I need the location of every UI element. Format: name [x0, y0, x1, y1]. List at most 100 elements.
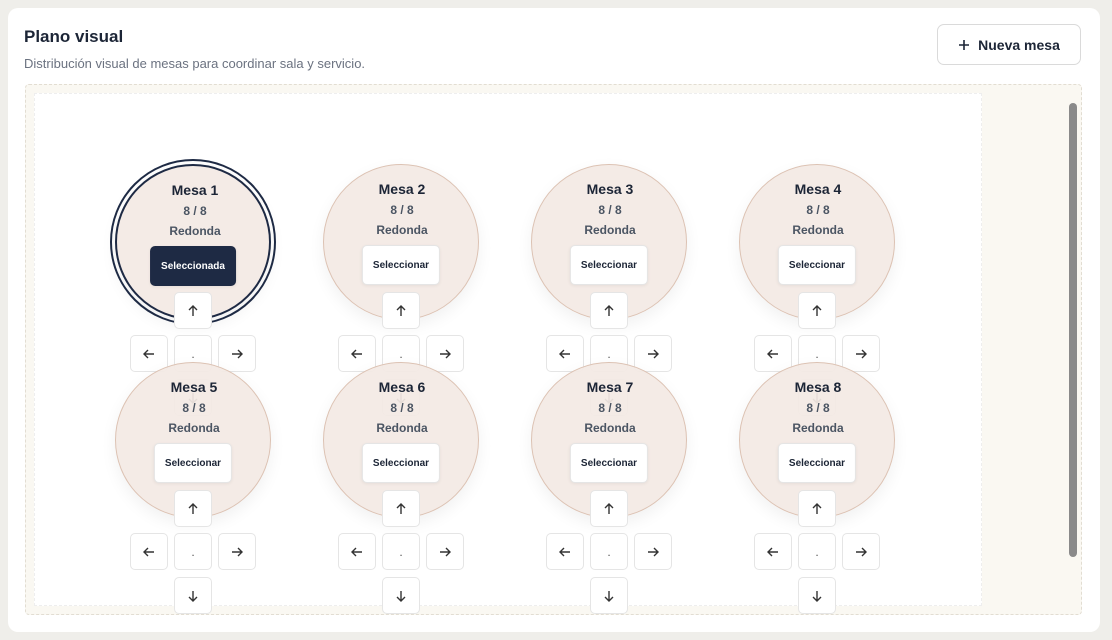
move-left[interactable] [546, 533, 584, 570]
move-down[interactable] [590, 577, 628, 614]
move-up[interactable] [590, 292, 628, 329]
arrow-icon [559, 547, 570, 556]
arrow-icon [648, 547, 659, 556]
select-button[interactable]: Seleccionar [361, 443, 441, 483]
new-table-label: Nueva mesa [978, 36, 1060, 53]
move-down[interactable] [382, 577, 420, 614]
arrow-icon [604, 304, 614, 316]
floor-canvas: Mesa 1 8 / 8 Redonda Seleccionada. Mesa 2 8 /… [25, 84, 1082, 615]
table-shape: Redonda [376, 223, 428, 237]
move-left[interactable] [338, 533, 376, 570]
arrow-icon [812, 590, 822, 602]
arrow-icon [648, 349, 659, 358]
table-seats: 8 / 8 [598, 401, 622, 415]
arrow-icon [188, 502, 198, 514]
select-button[interactable]: Seleccionar [569, 245, 649, 285]
move-up[interactable] [382, 292, 420, 329]
select-button[interactable]: Seleccionar [361, 245, 441, 285]
move-right[interactable] [842, 533, 880, 570]
move-right[interactable] [218, 335, 256, 372]
arrow-icon [767, 547, 778, 556]
move-up[interactable] [798, 490, 836, 527]
plus-icon [959, 39, 970, 50]
arrow-icon [604, 502, 614, 514]
table-seats: 8 / 8 [390, 203, 414, 217]
move-up[interactable] [382, 490, 420, 527]
move-right[interactable] [634, 335, 672, 372]
arrow-icon [812, 304, 822, 316]
move-up[interactable] [798, 292, 836, 329]
move-left[interactable] [754, 335, 792, 372]
table-seats: 8 / 8 [390, 401, 414, 415]
move-down[interactable] [798, 577, 836, 614]
move-center[interactable]: . [174, 533, 212, 570]
move-center[interactable]: . [382, 533, 420, 570]
table-seats: 8 / 8 [183, 204, 207, 218]
move-up[interactable] [174, 292, 212, 329]
move-right[interactable] [842, 335, 880, 372]
arrow-icon [396, 590, 406, 602]
table-shape: Redonda [792, 421, 844, 435]
move-left[interactable] [338, 335, 376, 372]
arrow-icon [856, 547, 867, 556]
table-shape: Redonda [168, 421, 220, 435]
arrow-icon [143, 349, 154, 358]
move-up[interactable] [590, 490, 628, 527]
table-circle: Mesa 7 8 / 8 Redonda Seleccionar [531, 362, 687, 518]
table-shape: Redonda [376, 421, 428, 435]
card-subtitle: Distribución visual de mesas para coordi… [24, 56, 366, 71]
arrow-icon [396, 304, 406, 316]
arrow-icon [767, 349, 778, 358]
table-name: Mesa 5 [170, 379, 218, 395]
arrow-icon [351, 349, 362, 358]
move-left[interactable] [754, 533, 792, 570]
arrow-icon [440, 547, 451, 556]
table-name: Mesa 3 [586, 181, 634, 197]
arrow-icon [188, 590, 198, 602]
arrow-icon [396, 502, 406, 514]
move-right[interactable] [634, 533, 672, 570]
arrow-icon [559, 349, 570, 358]
table-name: Mesa 6 [378, 379, 426, 395]
arrow-icon [604, 590, 614, 602]
new-table-button[interactable]: Nueva mesa [937, 24, 1081, 65]
table-seats: 8 / 8 [182, 401, 206, 415]
arrow-icon [232, 349, 243, 358]
arrow-icon [143, 547, 154, 556]
arrow-icon [440, 349, 451, 358]
move-left[interactable] [130, 335, 168, 372]
move-center[interactable]: . [590, 533, 628, 570]
move-left[interactable] [130, 533, 168, 570]
table-name: Mesa 8 [794, 379, 842, 395]
table-name: Mesa 2 [378, 181, 426, 197]
select-button[interactable]: Seleccionar [569, 443, 649, 483]
table-seats: 8 / 8 [806, 203, 830, 217]
table-seats: 8 / 8 [806, 401, 830, 415]
table-shape: Redonda [792, 223, 844, 237]
move-right[interactable] [218, 533, 256, 570]
move-right[interactable] [426, 533, 464, 570]
select-button[interactable]: Seleccionada [150, 246, 236, 286]
move-left[interactable] [546, 335, 584, 372]
select-button[interactable]: Seleccionar [777, 245, 857, 285]
table-shape: Redonda [169, 224, 221, 238]
table-seats: 8 / 8 [598, 203, 622, 217]
select-button[interactable]: Seleccionar [777, 443, 857, 483]
arrow-icon [232, 547, 243, 556]
move-down[interactable] [174, 577, 212, 614]
select-button[interactable]: Seleccionar [153, 443, 233, 483]
table-shape: Redonda [584, 223, 636, 237]
table-name: Mesa 4 [794, 181, 842, 197]
move-right[interactable] [426, 335, 464, 372]
scrollbar[interactable] [1069, 103, 1077, 557]
table-name: Mesa 7 [586, 379, 634, 395]
move-center[interactable]: . [798, 533, 836, 570]
arrow-icon [812, 502, 822, 514]
move-up[interactable] [174, 490, 212, 527]
card-title: Plano visual [24, 27, 124, 46]
arrow-icon [351, 547, 362, 556]
table-shape: Redonda [584, 421, 636, 435]
arrow-icon [856, 349, 867, 358]
plan-card: Plano visual Distribución visual de mesa… [8, 8, 1100, 632]
